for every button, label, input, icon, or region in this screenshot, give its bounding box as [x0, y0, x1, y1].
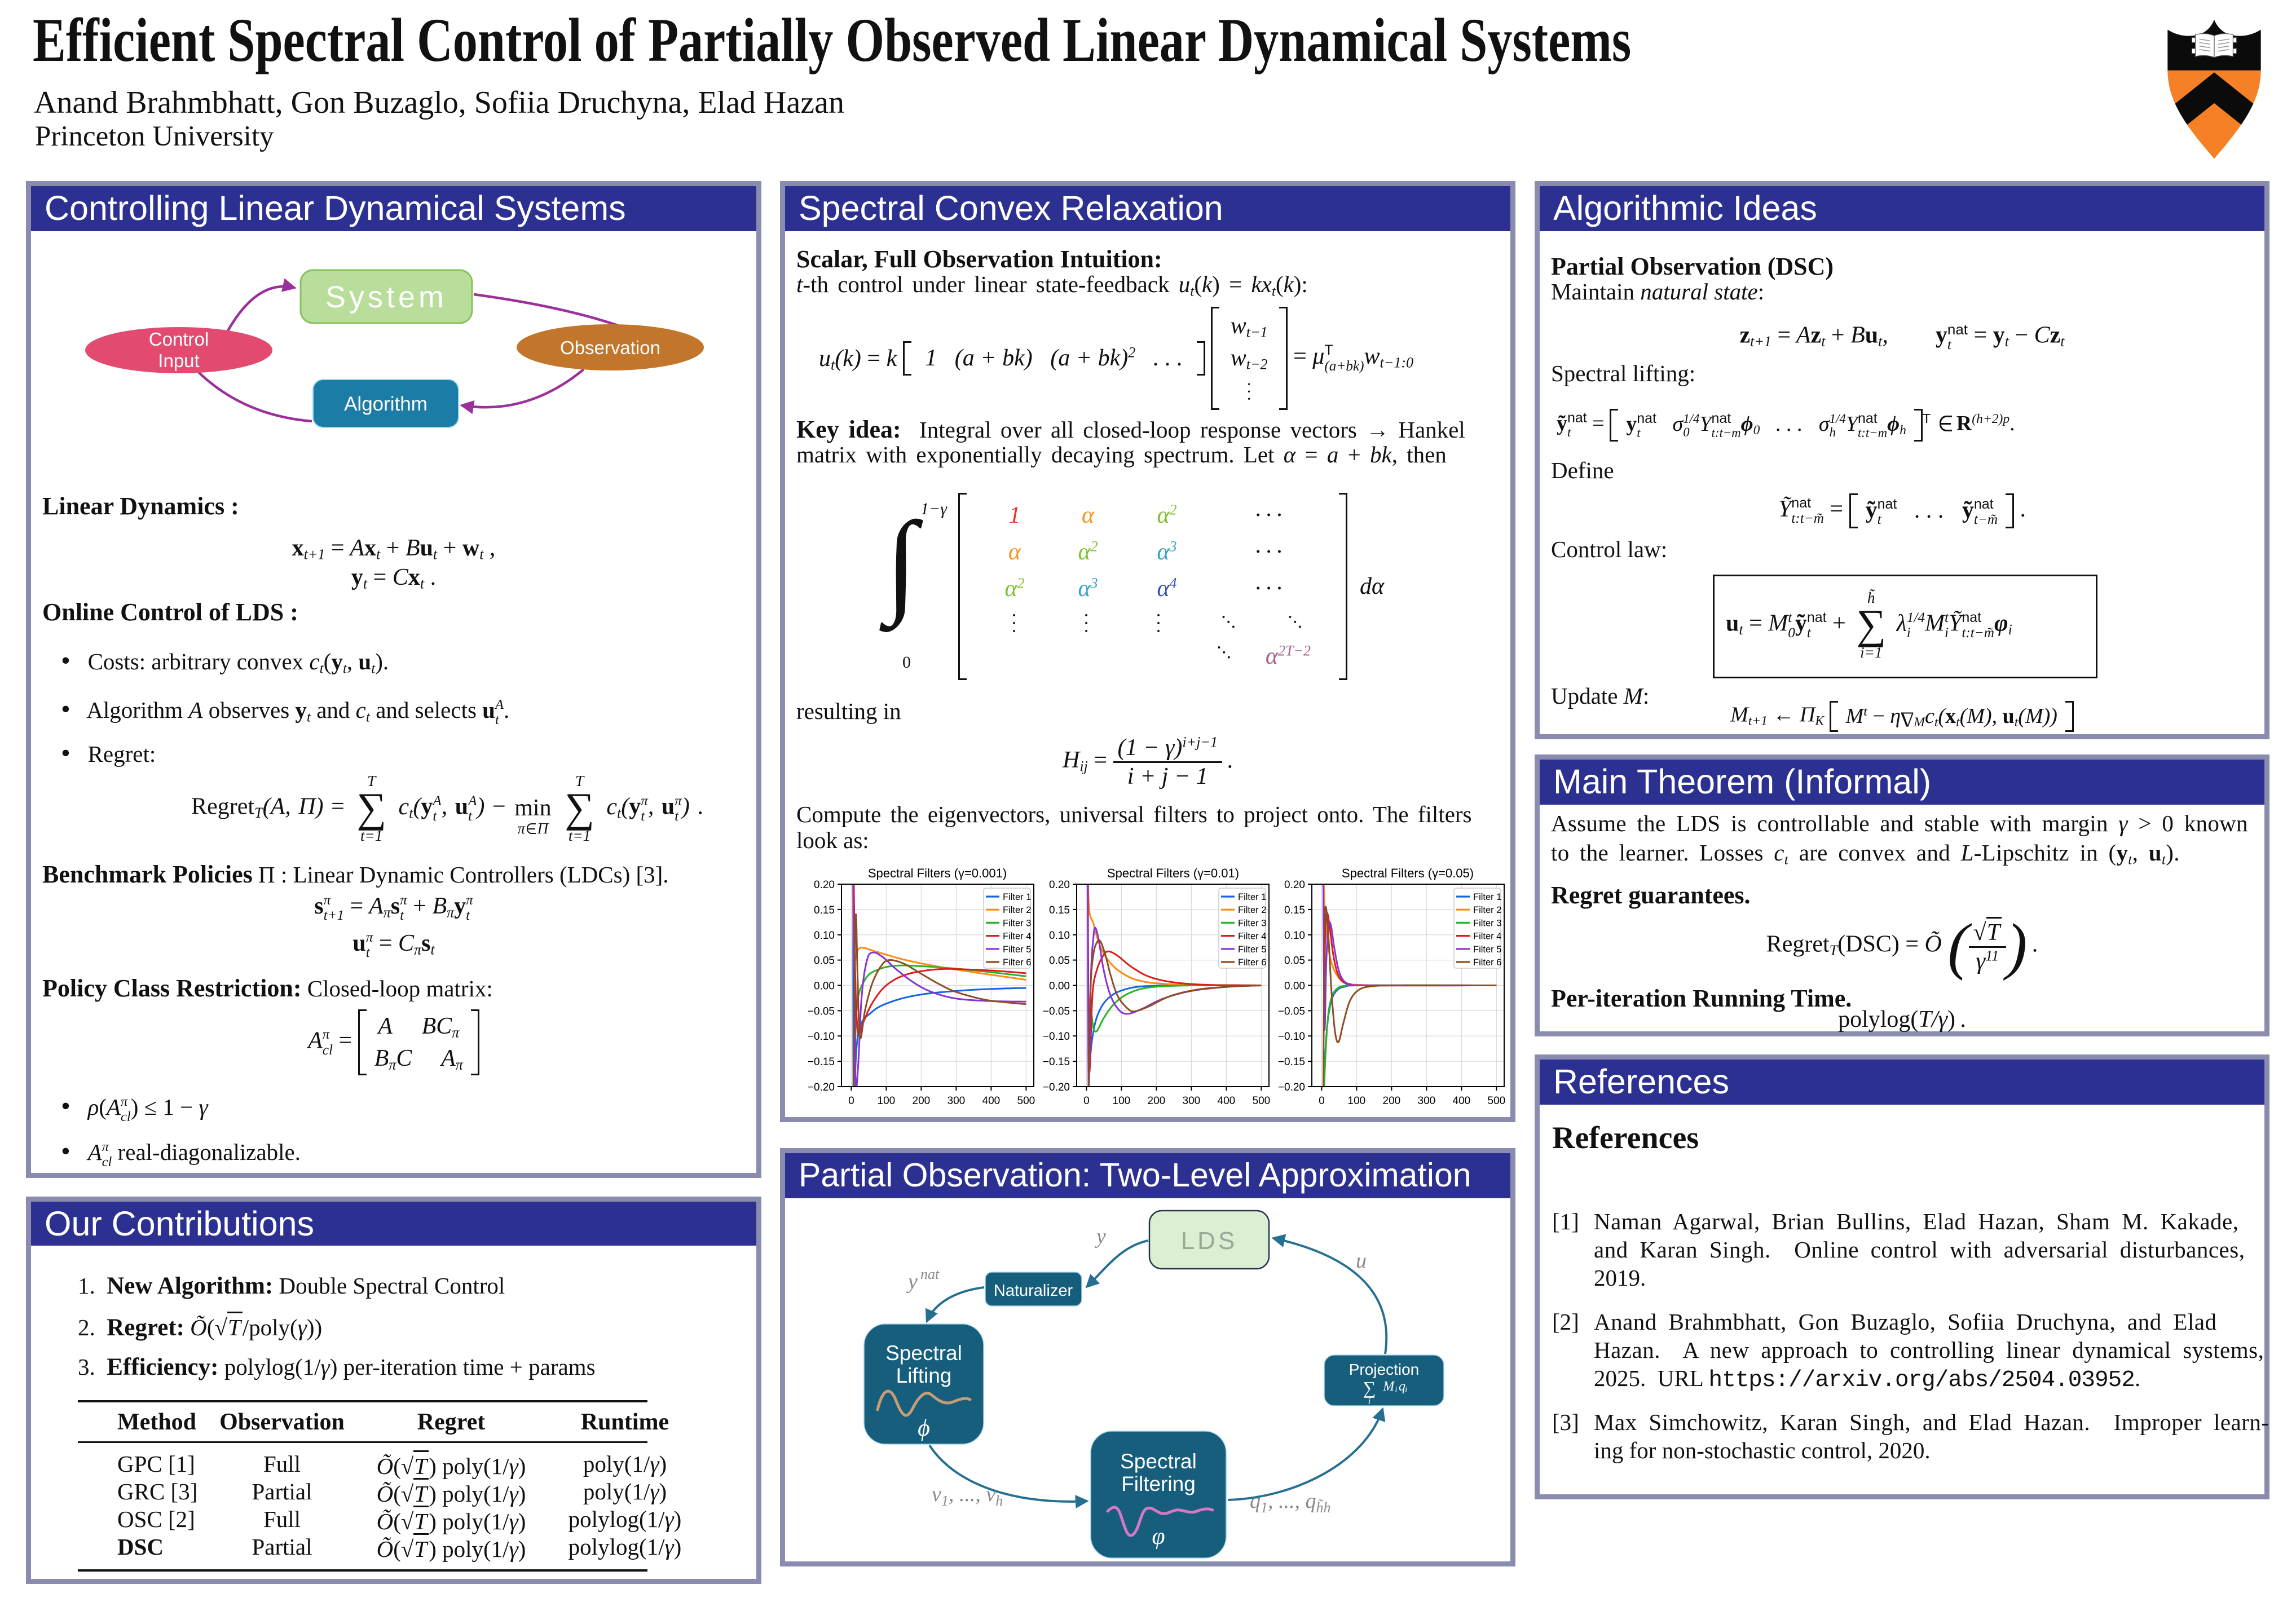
svg-text:−0.15: −0.15	[1278, 1056, 1305, 1068]
svg-text:0.15: 0.15	[1284, 904, 1305, 916]
svg-text:0.00: 0.00	[1049, 981, 1070, 992]
svg-text:500: 500	[1253, 1095, 1271, 1107]
svg-text:−0.10: −0.10	[1043, 1031, 1070, 1043]
svg-text:Filter 3: Filter 3	[1238, 918, 1266, 928]
svg-text:Filter 4: Filter 4	[1473, 932, 1501, 942]
svg-text:Filter 6: Filter 6	[1003, 957, 1031, 968]
svg-text:Filter 1: Filter 1	[1238, 892, 1266, 902]
svg-text:200: 200	[1148, 1095, 1166, 1107]
svg-text:LDS: LDS	[1181, 1227, 1238, 1255]
svg-text:100: 100	[1348, 1095, 1366, 1107]
svg-text:Filtering: Filtering	[1121, 1472, 1196, 1495]
svg-text:0.00: 0.00	[814, 981, 835, 992]
svg-text:φ: φ	[1152, 1524, 1165, 1550]
svg-text:500: 500	[1017, 1095, 1035, 1107]
svg-text:Observation: Observation	[560, 337, 660, 358]
svg-text:−0.05: −0.05	[1043, 1005, 1070, 1017]
svg-text:−0.20: −0.20	[1043, 1082, 1070, 1093]
svg-text:200: 200	[1383, 1095, 1401, 1107]
svg-text:Filter 5: Filter 5	[1003, 945, 1031, 955]
svg-text:−0.20: −0.20	[1278, 1082, 1305, 1093]
svg-text:Algorithm: Algorithm	[344, 393, 428, 415]
svg-text:∑: ∑	[1363, 1378, 1376, 1398]
svg-text:Filter 4: Filter 4	[1003, 932, 1031, 942]
svg-text:Filter 2: Filter 2	[1003, 905, 1031, 915]
svg-text:Filter 2: Filter 2	[1473, 905, 1501, 915]
svg-text:0.05: 0.05	[1049, 955, 1070, 967]
svg-text:Filter 6: Filter 6	[1238, 957, 1266, 968]
svg-text:−0.05: −0.05	[808, 1005, 835, 1017]
svg-text:200: 200	[913, 1095, 931, 1107]
svg-text:Input: Input	[158, 350, 199, 371]
svg-text:0: 0	[1083, 1095, 1090, 1107]
svg-text:Filter 6: Filter 6	[1473, 957, 1501, 968]
svg-text:300: 300	[1183, 1095, 1201, 1107]
svg-text:Filter 5: Filter 5	[1473, 945, 1501, 955]
svg-text:nat: nat	[920, 1266, 940, 1282]
svg-text:500: 500	[1488, 1095, 1506, 1107]
svg-text:0.10: 0.10	[1284, 930, 1305, 942]
svg-text:Spectral Filters (γ=0.01): Spectral Filters (γ=0.01)	[1107, 866, 1239, 880]
svg-text:−0.10: −0.10	[1278, 1031, 1305, 1043]
svg-text:400: 400	[1453, 1095, 1471, 1107]
svg-text:100: 100	[878, 1095, 896, 1107]
svg-text:Spectral: Spectral	[885, 1341, 962, 1365]
svg-text:Control: Control	[149, 329, 209, 350]
svg-text:−0.05: −0.05	[1278, 1005, 1305, 1017]
svg-text:0.10: 0.10	[814, 930, 835, 942]
svg-text:0.20: 0.20	[1049, 879, 1070, 891]
svg-text:y: y	[1094, 1225, 1106, 1248]
svg-text:u: u	[1356, 1249, 1367, 1273]
svg-text:Spectral Filters (γ=0.05): Spectral Filters (γ=0.05)	[1342, 866, 1474, 880]
svg-text:0: 0	[1319, 1095, 1325, 1107]
svg-text:Filter 5: Filter 5	[1238, 945, 1266, 955]
svg-text:0.05: 0.05	[814, 955, 835, 967]
svg-text:−0.15: −0.15	[1043, 1056, 1070, 1068]
svg-text:300: 300	[1418, 1095, 1436, 1107]
svg-text:ϕ: ϕ	[918, 1415, 930, 1441]
svg-text:0.00: 0.00	[1284, 981, 1305, 992]
svg-text:Lifting: Lifting	[896, 1364, 952, 1387]
svg-text:400: 400	[1218, 1095, 1236, 1107]
svg-text:−0.15: −0.15	[808, 1056, 835, 1068]
svg-text:300: 300	[948, 1095, 966, 1107]
svg-text:y: y	[906, 1270, 918, 1294]
svg-text:M ᵢ qᵢ: M ᵢ qᵢ	[1382, 1379, 1408, 1394]
svg-text:0.05: 0.05	[1284, 955, 1305, 967]
svg-text:System: System	[325, 280, 447, 314]
svg-text:i: i	[1368, 1396, 1371, 1406]
svg-text:0.20: 0.20	[814, 879, 835, 891]
svg-text:Spectral: Spectral	[1120, 1450, 1197, 1473]
svg-text:400: 400	[982, 1095, 1001, 1107]
svg-text:0.10: 0.10	[1049, 930, 1070, 942]
svg-text:0.15: 0.15	[1049, 904, 1070, 916]
svg-text:100: 100	[1113, 1095, 1131, 1107]
svg-text:−0.20: −0.20	[808, 1082, 835, 1093]
svg-text:Filter 3: Filter 3	[1473, 918, 1501, 928]
svg-text:0.20: 0.20	[1284, 879, 1305, 891]
svg-text:0.15: 0.15	[814, 904, 835, 916]
svg-text:Projection: Projection	[1349, 1361, 1420, 1378]
svg-text:Spectral Filters (γ=0.001): Spectral Filters (γ=0.001)	[868, 866, 1007, 880]
svg-text:−0.10: −0.10	[808, 1031, 835, 1043]
svg-text:Filter 1: Filter 1	[1003, 892, 1031, 902]
svg-text:Filter 3: Filter 3	[1003, 918, 1031, 928]
svg-text:Filter 4: Filter 4	[1238, 932, 1266, 942]
svg-text:Filter 2: Filter 2	[1238, 905, 1266, 915]
svg-text:Naturalizer: Naturalizer	[994, 1282, 1073, 1300]
svg-text:Filter 1: Filter 1	[1473, 892, 1501, 902]
svg-text:0: 0	[848, 1095, 854, 1107]
